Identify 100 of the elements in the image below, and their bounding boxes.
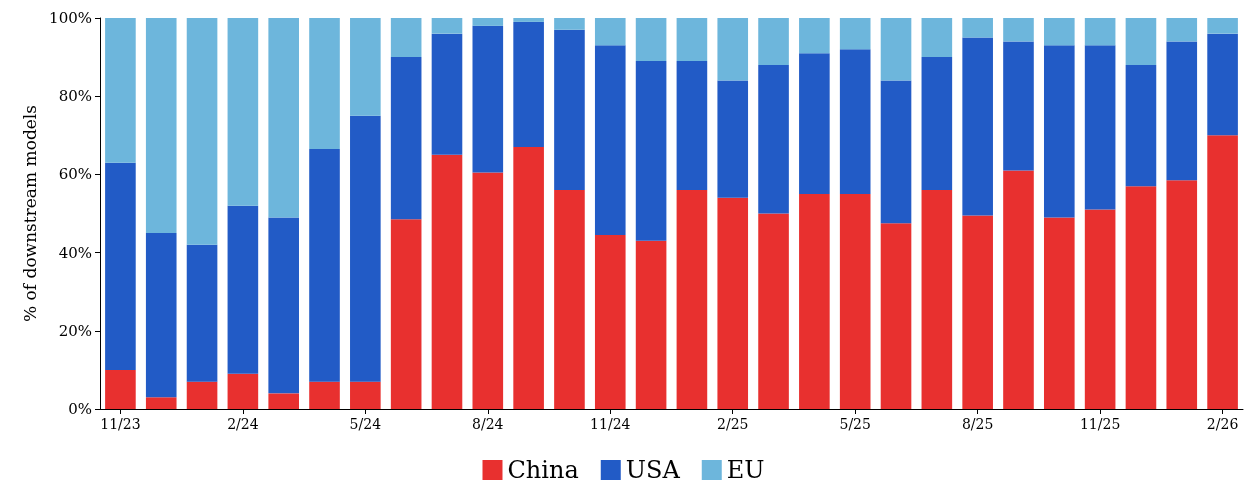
x-tick-label: 5/24 (349, 416, 382, 432)
x-tick-label: 5/25 (839, 416, 871, 432)
bar (472, 18, 504, 26)
bar (186, 18, 218, 245)
bar (268, 18, 299, 218)
bar (268, 393, 299, 409)
bar (186, 381, 218, 409)
y-tick-label: 100% (49, 9, 92, 27)
y-tick-label: 80% (58, 87, 92, 106)
bar (145, 233, 177, 398)
y-tick-label: 60% (58, 165, 92, 184)
bar (227, 18, 259, 206)
bar (268, 217, 299, 394)
y-axis-title: % of downstream models (19, 105, 40, 322)
legend-label: EU (726, 456, 765, 484)
bar (227, 373, 259, 409)
bar (309, 381, 340, 409)
bar (472, 25, 504, 173)
bar (676, 61, 708, 191)
bar (594, 235, 626, 409)
x-tick-label: 2/24 (227, 416, 259, 432)
bar (105, 18, 136, 163)
bar (758, 213, 789, 409)
bar (635, 18, 667, 62)
bar (839, 49, 871, 194)
bar (554, 190, 585, 409)
bar (350, 18, 381, 116)
bar (717, 197, 749, 409)
bar (309, 148, 340, 382)
x-tick-label: 11/24 (590, 416, 631, 432)
x-tick-label: 8/25 (961, 416, 994, 432)
bar (921, 57, 953, 191)
bar (799, 53, 830, 194)
bar (758, 18, 789, 65)
bar (1207, 33, 1238, 136)
bar (635, 61, 667, 241)
bar (1003, 18, 1034, 42)
bar (513, 18, 544, 22)
bar (962, 37, 993, 216)
bar (1125, 186, 1157, 409)
bar (145, 397, 177, 409)
bar (431, 18, 463, 34)
bar (880, 18, 912, 81)
bar (513, 21, 544, 148)
bar (309, 18, 340, 149)
bar (1166, 180, 1198, 409)
bar (1044, 217, 1075, 409)
bar (921, 18, 953, 58)
bar (676, 18, 708, 62)
bar (1003, 41, 1034, 171)
bar (1125, 18, 1157, 65)
x-tick-label: 8/24 (472, 416, 504, 432)
bar (472, 172, 504, 409)
x-tick-label: 11/25 (1079, 416, 1121, 432)
bar (390, 219, 422, 409)
bar (1084, 45, 1116, 210)
bar (839, 18, 871, 50)
bar (799, 193, 830, 409)
bar (105, 369, 136, 409)
bar (1166, 18, 1198, 42)
y-tick-label: 20% (58, 321, 92, 340)
bar (1084, 209, 1116, 409)
bar (513, 147, 544, 409)
bar (1003, 170, 1034, 409)
bar (1084, 18, 1116, 46)
bar (880, 223, 912, 409)
bar (1044, 45, 1075, 218)
bar (676, 190, 708, 409)
x-tick-label: 2/26 (1206, 416, 1239, 432)
bar (431, 154, 463, 409)
bar (839, 193, 871, 409)
bar (880, 80, 912, 224)
x-tick-label: 11/23 (100, 416, 141, 432)
bar (1207, 18, 1238, 34)
bar (1125, 64, 1157, 187)
bar (758, 64, 789, 214)
bar (962, 18, 993, 38)
bar (921, 190, 953, 409)
bar (594, 18, 626, 46)
bar (390, 57, 422, 220)
bar (350, 381, 381, 409)
bar (227, 205, 259, 374)
bar (1044, 18, 1075, 46)
bar (635, 240, 667, 409)
bar (799, 18, 830, 54)
bar (145, 18, 177, 234)
bar (186, 244, 218, 382)
x-tick-label: 2/25 (717, 416, 749, 432)
legend-label: China (507, 456, 579, 484)
bar (594, 45, 626, 236)
bar (554, 29, 585, 191)
bar (431, 33, 463, 155)
bar (390, 18, 422, 58)
bar (105, 162, 136, 370)
bar (717, 80, 749, 198)
bar (962, 215, 993, 409)
bar (350, 115, 381, 382)
bar (717, 18, 749, 81)
y-tick-label: 0% (68, 400, 92, 418)
legend-label: USA (625, 456, 681, 484)
